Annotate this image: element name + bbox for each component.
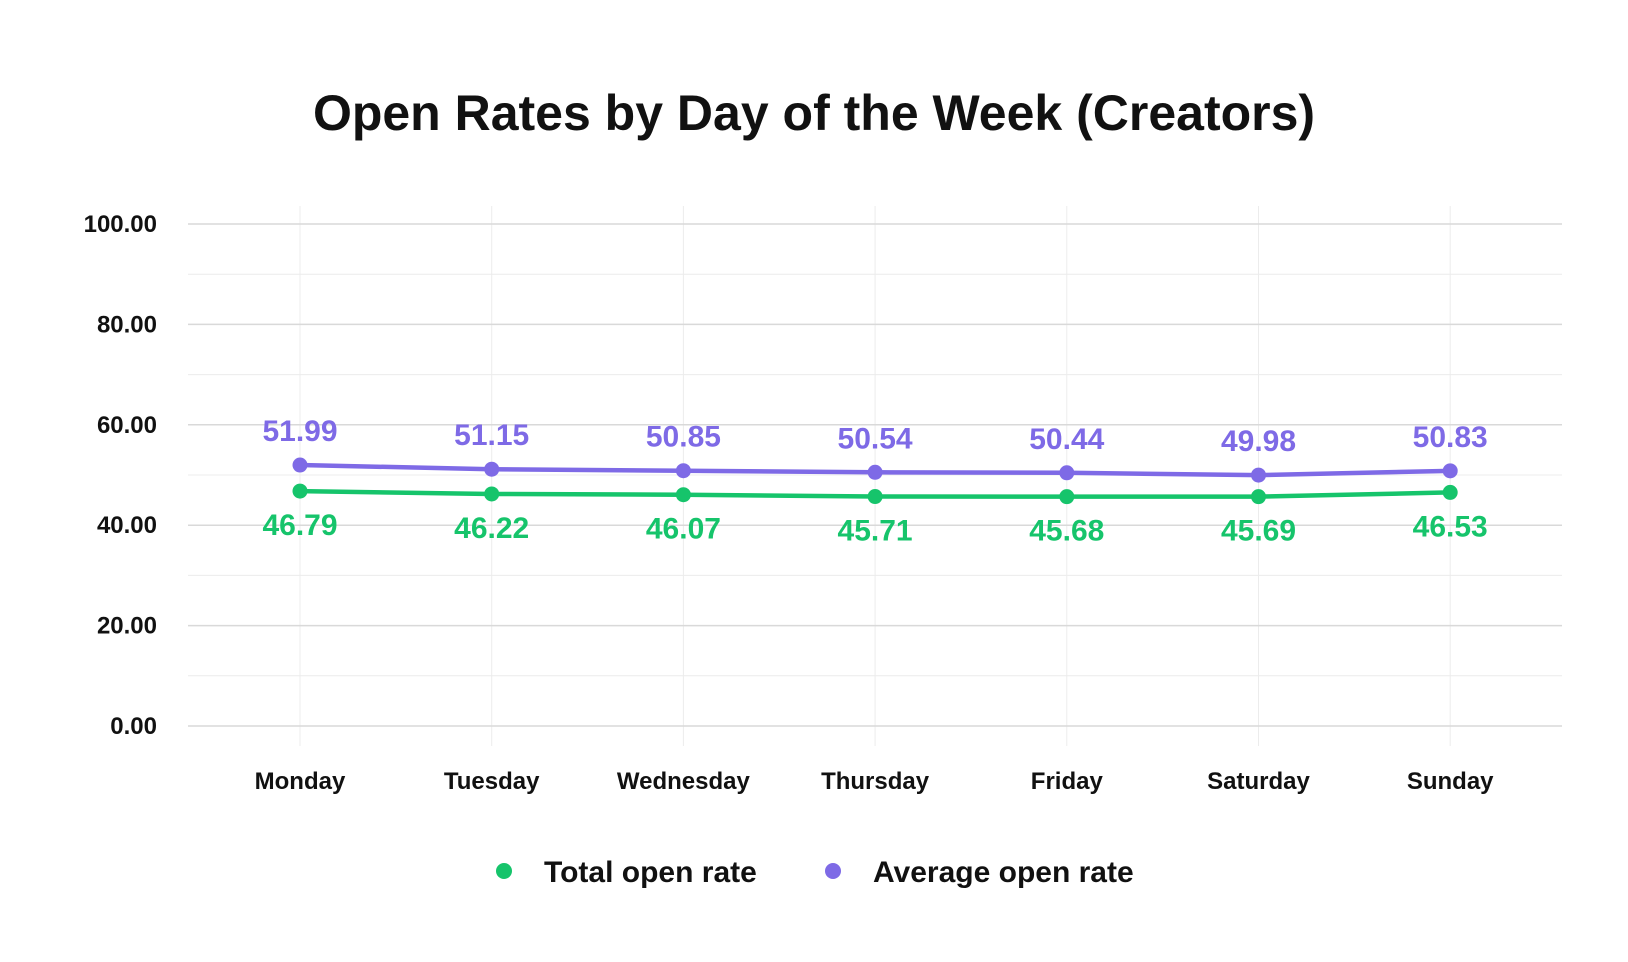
legend-item: Average open rate xyxy=(825,856,1134,889)
legend-label: Total open rate xyxy=(544,856,757,889)
data-label: 51.15 xyxy=(454,419,529,452)
data-point xyxy=(292,457,308,473)
x-tick-label: Thursday xyxy=(821,768,930,795)
legend-item: Total open rate xyxy=(496,856,757,889)
y-axis: 0.00 20.00 40.00 60.00 80.00 100.00 xyxy=(84,211,157,740)
chart-title: Open Rates by Day of the Week (Creators) xyxy=(313,85,1315,141)
y-tick-label: 100.00 xyxy=(84,211,157,238)
data-label: 50.83 xyxy=(1413,421,1488,454)
data-point xyxy=(1059,465,1075,481)
y-tick-label: 20.00 xyxy=(97,613,157,640)
y-tick-label: 60.00 xyxy=(97,412,157,439)
grid xyxy=(188,206,1562,746)
data-point xyxy=(675,487,691,503)
legend-label: Average open rate xyxy=(873,856,1134,889)
series xyxy=(292,457,1458,505)
y-tick-label: 80.00 xyxy=(97,311,157,338)
x-tick-label: Wednesday xyxy=(617,768,751,795)
data-point xyxy=(675,463,691,479)
data-point xyxy=(1059,489,1075,505)
data-label: 49.98 xyxy=(1221,425,1296,458)
data-label: 46.07 xyxy=(646,513,721,546)
data-label: 46.79 xyxy=(262,509,337,542)
data-label: 51.99 xyxy=(262,415,337,448)
data-labels: 46.79 46.22 46.07 45.71 45.68 45.69 46.53 51.99… xyxy=(262,415,1487,548)
x-axis: Monday Tuesday Wednesday Thursday Friday Satu… xyxy=(255,768,1495,795)
legend: Total open rate Average open rate xyxy=(496,856,1134,889)
data-label: 45.68 xyxy=(1029,515,1104,548)
x-tick-label: Friday xyxy=(1031,768,1104,795)
data-point xyxy=(484,486,500,502)
data-label: 45.71 xyxy=(838,515,913,548)
data-point xyxy=(867,464,883,480)
data-label: 50.85 xyxy=(646,421,721,454)
data-label: 50.44 xyxy=(1029,423,1104,456)
x-tick-label: Tuesday xyxy=(444,768,540,795)
y-tick-label: 40.00 xyxy=(97,512,157,539)
data-label: 50.54 xyxy=(838,422,913,455)
data-point xyxy=(292,483,308,499)
data-point xyxy=(1442,463,1458,479)
x-tick-label: Monday xyxy=(255,768,346,795)
data-point xyxy=(1251,489,1266,505)
data-label: 46.22 xyxy=(454,512,529,545)
data-label: 45.69 xyxy=(1221,515,1296,548)
legend-marker xyxy=(825,863,841,879)
x-tick-label: Saturday xyxy=(1207,768,1310,795)
x-tick-label: Sunday xyxy=(1407,768,1494,795)
y-tick-label: 0.00 xyxy=(110,713,157,740)
data-point xyxy=(1251,467,1266,483)
data-label: 46.53 xyxy=(1413,510,1488,543)
legend-marker xyxy=(496,863,512,879)
data-point xyxy=(1442,484,1458,500)
data-point xyxy=(484,461,500,477)
data-point xyxy=(867,489,883,505)
